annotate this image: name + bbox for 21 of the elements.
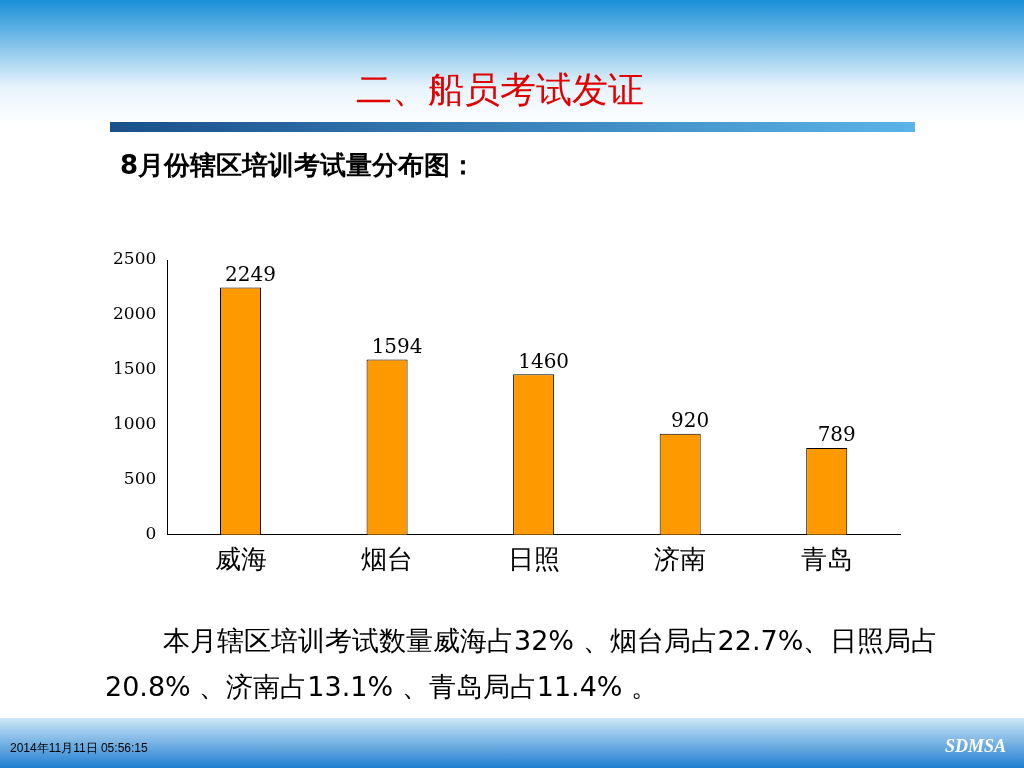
x-tick-label: 日照: [507, 544, 560, 575]
y-tick-label: 0: [145, 523, 157, 544]
data-label: 789: [817, 422, 856, 447]
data-label: 920: [671, 407, 710, 432]
chart-subtitle: 8月份辖区培训考试量分布图：: [120, 149, 477, 182]
x-tick-label: 威海: [214, 544, 267, 575]
x-tick-label: 济南: [654, 544, 707, 575]
text: SDMSA: [944, 736, 1006, 757]
y-tick-label: 2500: [113, 248, 157, 269]
text: 本月辖区培训考试数量威海占32% 、烟台局占22.7%、日照局占20.8% 、济南占13.1% 、青岛局占11.4% 。: [105, 624, 940, 704]
x-tick-label: 烟台: [361, 544, 414, 575]
y-tick-label: 500: [123, 468, 157, 489]
data-label: 2249: [225, 261, 276, 286]
data-label: 1460: [518, 348, 570, 373]
text: 2014年11月11日 05:56:15: [10, 740, 148, 757]
x-tick-label: 青岛: [800, 544, 853, 575]
chart-title: 二、船员考试发证: [355, 68, 645, 112]
y-tick-label: 2000: [113, 303, 157, 324]
y-tick-label: 1000: [113, 413, 157, 434]
y-tick-label: 1500: [113, 358, 157, 379]
data-label: 1594: [371, 333, 423, 358]
